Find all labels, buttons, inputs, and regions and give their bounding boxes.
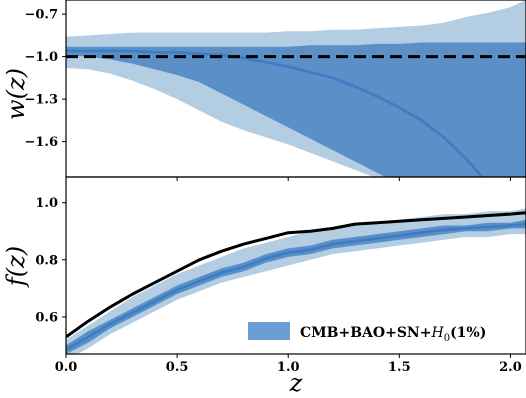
legend-swatch bbox=[248, 322, 290, 340]
top-y-tick-label: −1.6 bbox=[24, 135, 58, 150]
top-median-line bbox=[66, 49, 484, 177]
legend-label-math: H bbox=[430, 325, 444, 341]
bottom-plot-area bbox=[66, 208, 526, 354]
bottom-x-tick-label: 2.0 bbox=[499, 360, 522, 375]
bottom-x-tick-label: 1.5 bbox=[388, 360, 411, 375]
top-panel: −0.7 −1.0 −1.3 −1.6 w(z) bbox=[2, 0, 526, 181]
top-plot-area bbox=[66, 0, 526, 177]
top-1sigma-band bbox=[66, 42, 526, 177]
bottom-2sigma-band bbox=[66, 208, 526, 354]
bottom-y-tick-label: 0.8 bbox=[35, 253, 58, 268]
legend-label-prefix: CMB+BAO+SN+ bbox=[300, 325, 431, 341]
top-x-ticks bbox=[65, 177, 511, 181]
bottom-x-ticks: 0.0 0.5 1.0 1.5 2.0 bbox=[55, 354, 522, 375]
legend-label-sub: 0 bbox=[444, 333, 450, 344]
bottom-y-tick-label: 0.6 bbox=[35, 310, 58, 325]
x-axis-label: z bbox=[289, 369, 303, 397]
bottom-panel: 0.6 0.8 1.0 0.0 0.5 1.0 1.5 2.0 f(z) z CMB+BAO… bbox=[2, 176, 526, 397]
bottom-y-axis-label: f(z) bbox=[2, 246, 30, 288]
bottom-x-tick-label: 0.0 bbox=[55, 360, 78, 375]
top-y-tick-label: −1.0 bbox=[24, 50, 58, 65]
top-y-tick-label: −0.7 bbox=[24, 8, 58, 23]
bottom-reference-line bbox=[66, 211, 526, 339]
legend-label-suffix: (1%) bbox=[450, 325, 486, 341]
top-y-tick-label: −1.3 bbox=[24, 93, 58, 108]
bottom-x-tick-label: 1.0 bbox=[277, 360, 300, 375]
bottom-x-tick-label: 0.5 bbox=[166, 360, 189, 375]
bottom-median-line bbox=[66, 222, 526, 351]
legend-label: CMB+BAO+SN+H0(1%) bbox=[300, 325, 486, 344]
bottom-panel-frame bbox=[65, 176, 526, 355]
top-y-axis-label: w(z) bbox=[2, 68, 30, 120]
bottom-y-tick-label: 1.0 bbox=[35, 196, 58, 211]
top-y-ticks: −0.7 −1.0 −1.3 −1.6 bbox=[24, 8, 66, 150]
bottom-y-ticks: 0.6 0.8 1.0 bbox=[35, 196, 66, 325]
legend: CMB+BAO+SN+H0(1%) bbox=[248, 322, 486, 344]
